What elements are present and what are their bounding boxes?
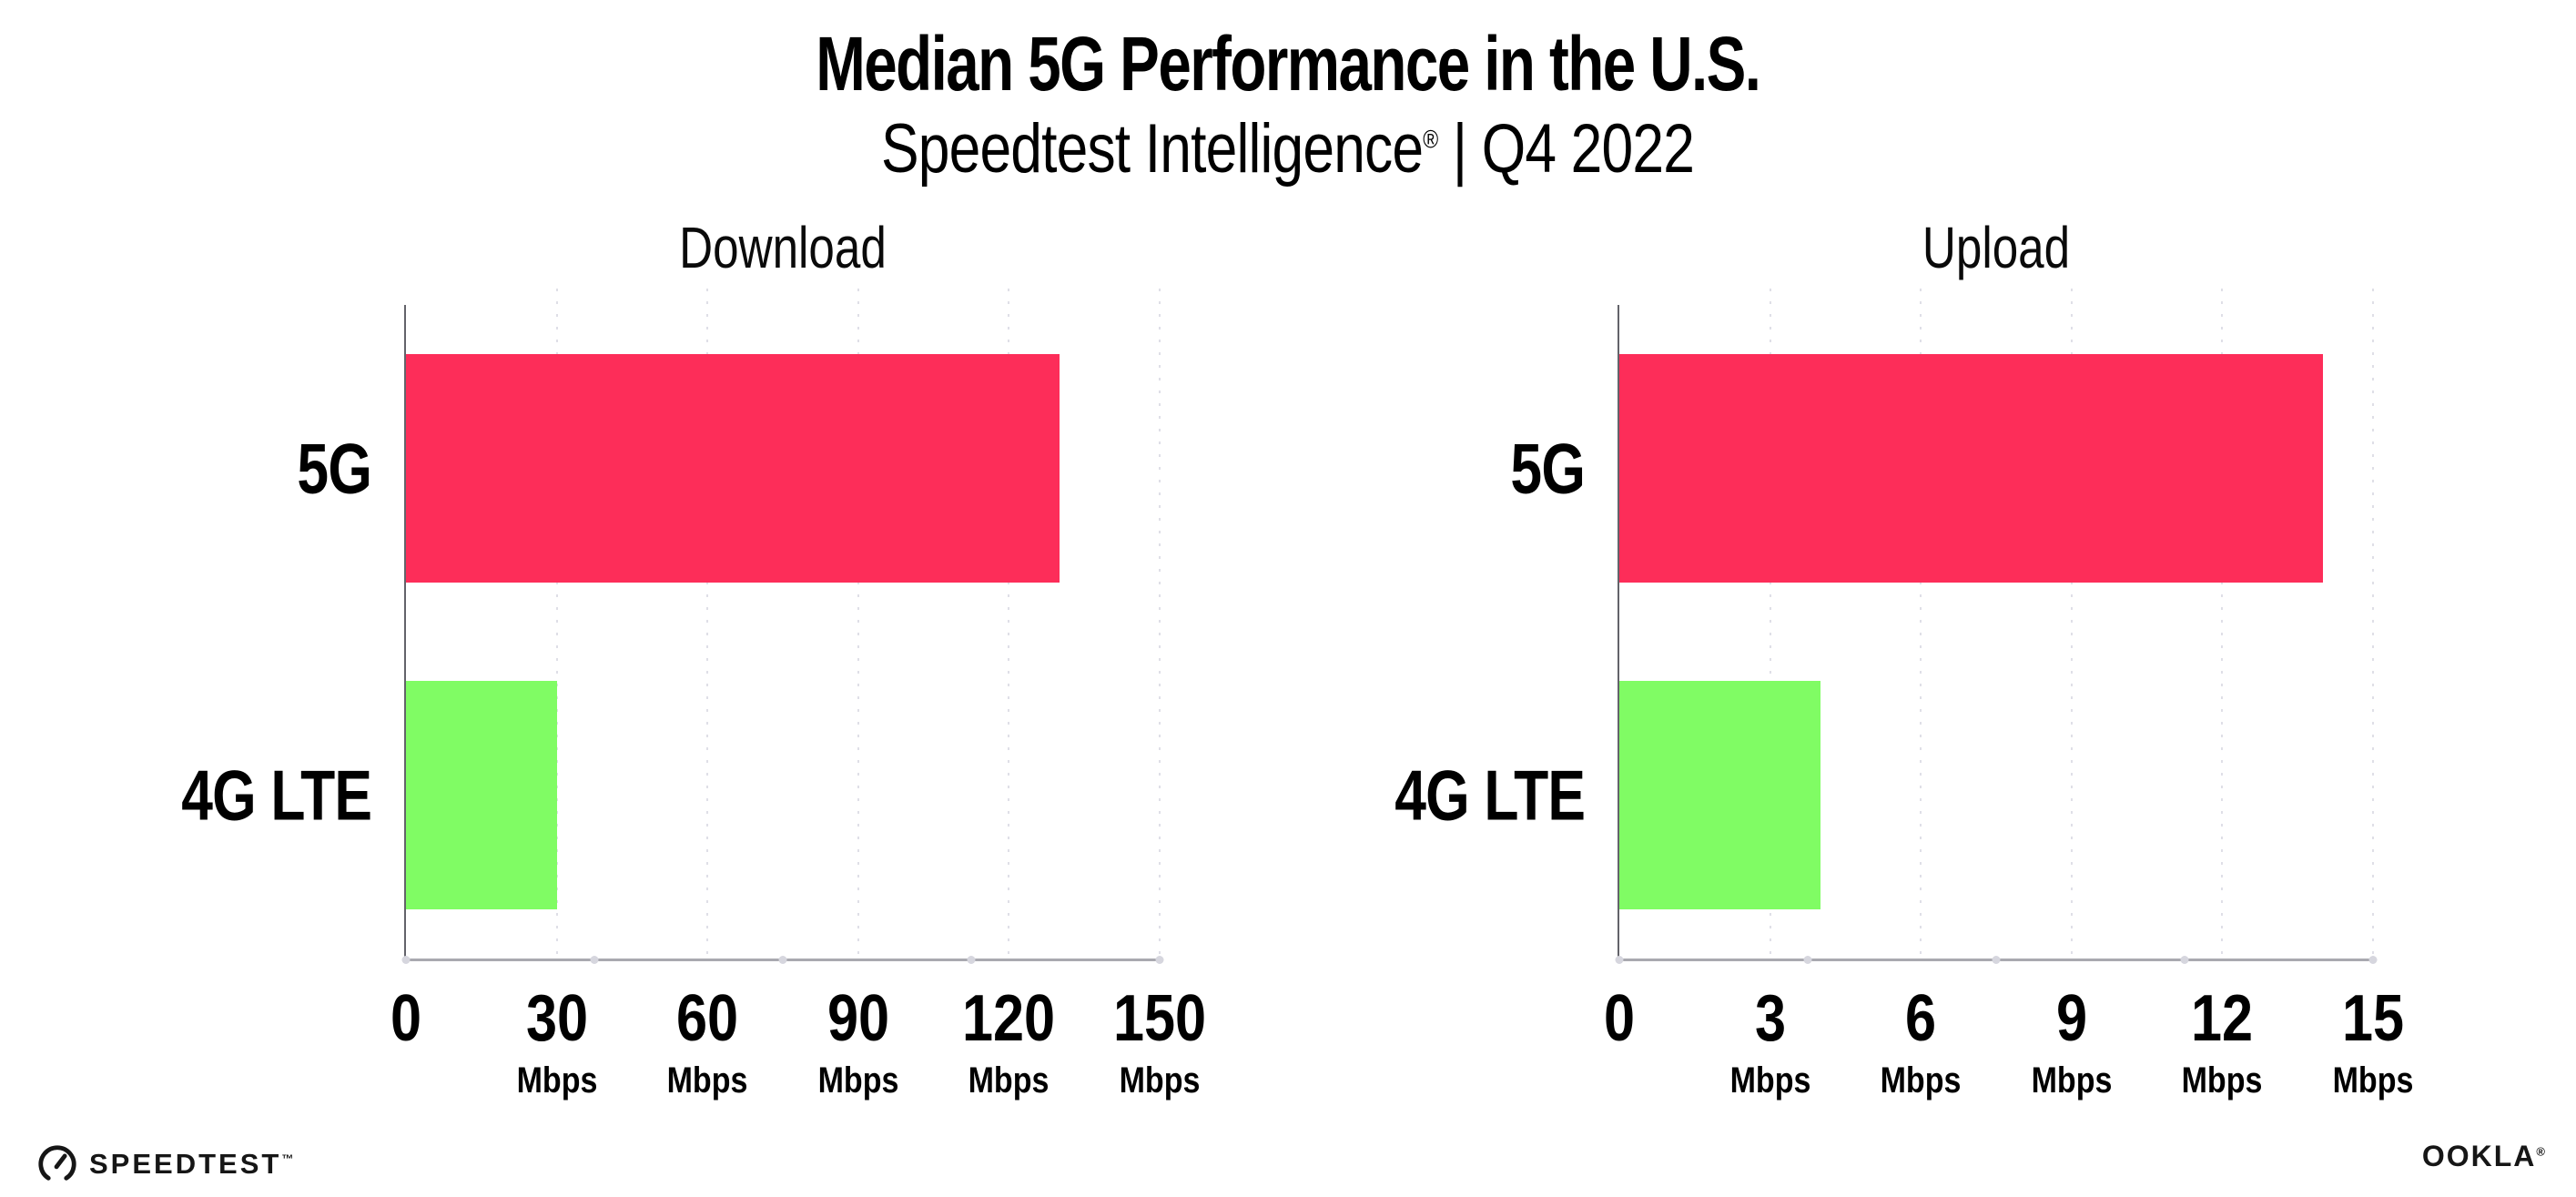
upload-axis-title: Upload <box>1922 215 2071 280</box>
axis-tick-dot <box>967 956 976 964</box>
x-tick-label: 9 Mbps <box>2031 986 2112 1099</box>
gridline <box>706 289 709 959</box>
x-tick-unit: Mbps <box>1880 1060 1962 1101</box>
bar-5g <box>406 354 1060 583</box>
download-axis-title: Download <box>679 215 887 280</box>
speedtest-logo: SPEEDTEST™ <box>36 1143 293 1185</box>
gridline <box>1008 289 1010 959</box>
gridline <box>857 289 859 959</box>
x-tick-label: 12 Mbps <box>2182 986 2263 1099</box>
trademark-icon: ™ <box>281 1151 294 1166</box>
chart-subtitle: Speedtest Intelligence® | Q4 2022 <box>0 113 2576 186</box>
x-tick-label: 90 Mbps <box>817 986 898 1099</box>
registered-mark-icon: ® <box>2536 1144 2545 1159</box>
figure-header: Median 5G Performance in the U.S. Speedt… <box>0 0 2576 186</box>
x-tick-label: 15 Mbps <box>2333 986 2414 1099</box>
axis-tick-dot <box>1992 956 2001 964</box>
axis-tick-dot <box>1803 956 1812 964</box>
x-tick-unit: Mbps <box>666 1060 748 1101</box>
x-tick-value: 0 <box>1603 982 1636 1055</box>
x-tick-value: 9 <box>2055 982 2087 1055</box>
axis-tick-dot <box>401 956 411 964</box>
speedtest-wordmark: SPEEDTEST™ <box>89 1148 293 1181</box>
x-tick-unit: Mbps <box>2031 1060 2113 1101</box>
x-tick-unit: Mbps <box>817 1060 899 1101</box>
x-tick-value: 15 <box>2341 982 2405 1055</box>
subtitle-period: | Q4 2022 <box>1437 110 1695 188</box>
x-tick-unit: Mbps <box>968 1060 1050 1101</box>
axis-tick-dot <box>2368 956 2378 964</box>
gridline <box>1159 289 1161 959</box>
ookla-logo: OOKLA® <box>2422 1140 2545 1173</box>
gridline <box>2070 289 2073 959</box>
x-tick-unit: Mbps <box>1119 1060 1201 1101</box>
axis-tick-dot <box>590 956 599 964</box>
x-tick-unit: Mbps <box>516 1060 597 1101</box>
axis-tick-dot <box>778 956 787 964</box>
x-tick-value: 3 <box>1754 982 1786 1055</box>
speedtest-label: SPEEDTEST <box>89 1148 282 1180</box>
chart-title-text: Median 5G Performance in the U.S. <box>816 21 1761 107</box>
chart-subtitle-text: Speedtest Intelligence® | Q4 2022 <box>881 110 1695 188</box>
gridline <box>2372 289 2374 959</box>
x-tick-value: 90 <box>827 982 889 1055</box>
speedtest-gauge-icon <box>38 1145 76 1181</box>
registered-mark-icon: ® <box>1423 125 1439 154</box>
x-tick-value: 12 <box>2191 982 2254 1055</box>
gridline <box>555 289 558 959</box>
x-tick-label: 0 <box>390 986 421 1051</box>
category-label-4g-lte: 4G LTE <box>181 755 372 835</box>
x-tick-label: 150 Mbps <box>1113 986 1206 1099</box>
x-tick-value: 6 <box>1905 982 1937 1055</box>
gridline <box>1920 289 1922 959</box>
category-label-4g-lte: 4G LTE <box>1394 755 1586 835</box>
gridline <box>1769 289 1771 959</box>
x-tick-value: 150 <box>1112 982 1207 1055</box>
x-tick-value: 30 <box>525 982 588 1055</box>
bar-4g-lte <box>1619 681 1820 909</box>
x-tick-label: 60 Mbps <box>667 986 748 1099</box>
category-label-5g: 5G <box>297 428 371 508</box>
download-plot-area: Download 5G 4G LTE 0 30 Mbps 60 Mbps 90 Mbps 120 M… <box>181 215 1206 1099</box>
x-tick-unit: Mbps <box>2182 1060 2263 1101</box>
subtitle-brand: Speedtest Intelligence <box>881 110 1424 188</box>
x-tick-unit: Mbps <box>1729 1060 1810 1101</box>
x-tick-label: 0 <box>1604 986 1635 1051</box>
chart-title: Median 5G Performance in the U.S. <box>0 24 2576 104</box>
bar-4g-lte <box>406 681 557 909</box>
gridline <box>2221 289 2224 959</box>
axis-tick-dot <box>1615 956 1624 964</box>
category-label-5g: 5G <box>1510 428 1585 508</box>
x-tick-value: 0 <box>390 982 422 1055</box>
ookla-label: OOKLA <box>2421 1140 2537 1172</box>
x-tick-label: 120 Mbps <box>962 986 1055 1099</box>
x-tick-value: 120 <box>962 982 1056 1055</box>
x-tick-label: 3 Mbps <box>1729 986 1810 1099</box>
axis-tick-dot <box>2180 956 2189 964</box>
axis-tick-dot <box>1155 956 1164 964</box>
bar-5g <box>1619 354 2323 583</box>
upload-plot-area: Upload 5G 4G LTE 0 3 Mbps 6 Mbps 9 Mbps 12 Mbps 15 M… <box>1394 215 2413 1099</box>
x-tick-label: 30 Mbps <box>516 986 597 1099</box>
x-tick-value: 60 <box>676 982 739 1055</box>
x-tick-unit: Mbps <box>2332 1060 2414 1101</box>
x-tick-label: 6 Mbps <box>1881 986 1962 1099</box>
